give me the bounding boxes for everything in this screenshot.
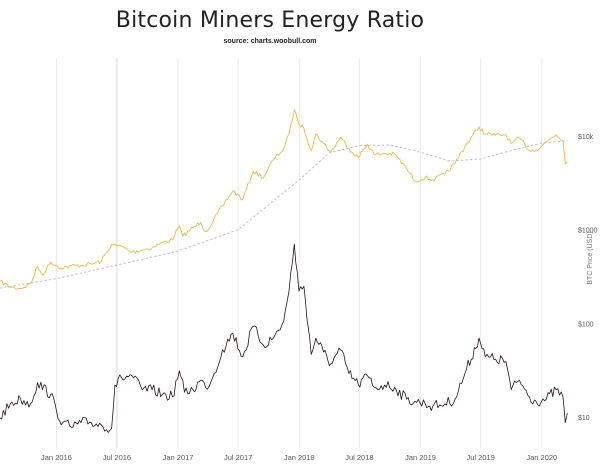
y-tick-label: $1000 <box>578 228 598 235</box>
energy-ratio-line <box>0 243 568 433</box>
y-tick-label: $10k <box>578 134 594 141</box>
x-tick-label: Jul 2017 <box>224 453 252 462</box>
x-tick-label: Jul 2018 <box>345 453 373 462</box>
y-axis-title: BTC Price (USD) <box>587 231 594 284</box>
x-axis-ticks: Jan 2016 Jul 2016 Jan 2017 Jul 2017 Jan 2018… <box>41 453 557 462</box>
x-tick-label: Jan 2017 <box>163 453 194 462</box>
x-tick-label: Jul 2016 <box>103 453 131 462</box>
y-tick-label: $100 <box>578 321 594 328</box>
moving-average-line <box>0 140 568 289</box>
y-axis-ticks: $10 $100 $1000 $10k <box>578 134 598 422</box>
series-lines <box>0 109 568 433</box>
chart-title: Bitcoin Miners Energy Ratio <box>115 8 425 33</box>
x-tick-label: Jan 2016 <box>41 453 72 462</box>
x-tick-label: Jan 2020 <box>526 453 557 462</box>
x-tick-label: Jul 2019 <box>466 453 494 462</box>
grid-lines <box>55 58 543 448</box>
price-line <box>0 109 568 290</box>
x-tick-label: Jan 2019 <box>405 453 436 462</box>
y-tick-label: $10 <box>578 415 590 422</box>
x-tick-label: Jan 2018 <box>284 453 315 462</box>
chart-subtitle: source: charts.woobull.com <box>223 38 317 45</box>
